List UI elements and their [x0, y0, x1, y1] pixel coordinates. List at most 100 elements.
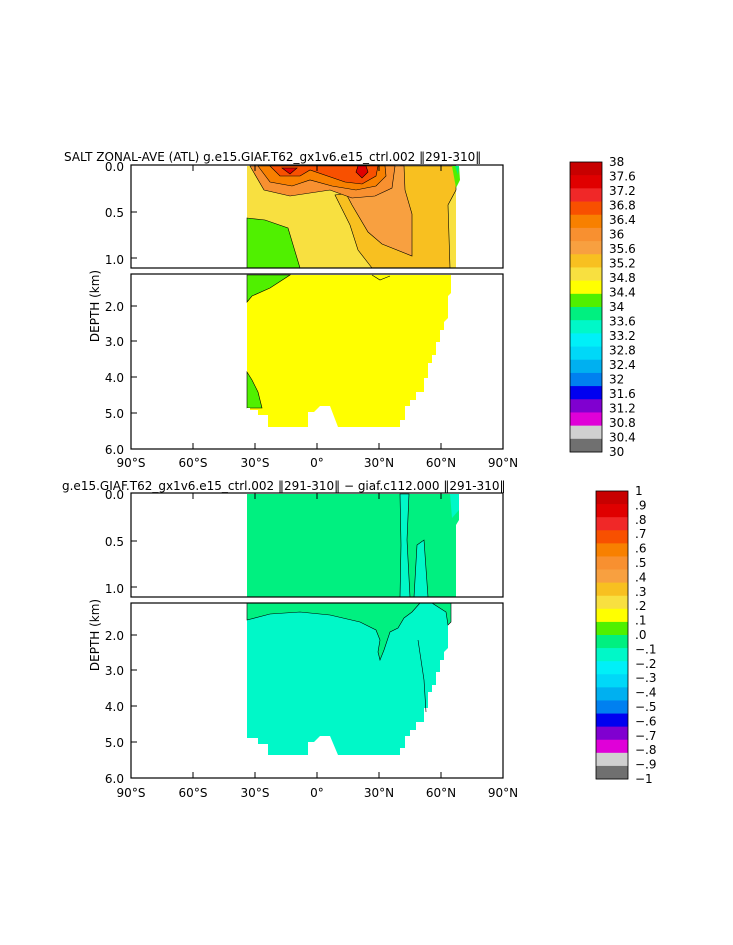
land-notch: [247, 408, 250, 418]
colorbar-label: 33.2: [609, 329, 636, 343]
colorbar-label: 35.2: [609, 257, 636, 271]
colorbar-label: −.2: [635, 657, 657, 671]
colorbar-swatch: [570, 438, 602, 453]
colorbar-swatch: [570, 425, 602, 440]
panel-difference: g.e15.GIAF.T62_gx1v6.e15_ctrl.002 ‖291-3…: [62, 479, 657, 800]
colorbar-swatch: [596, 726, 628, 741]
y-tick-label: 4.0: [105, 700, 124, 714]
colorbar-label: −.1: [635, 642, 657, 656]
colorbar-label: −.5: [635, 700, 657, 714]
colorbar-label: 38: [609, 155, 624, 169]
colorbar-swatch: [596, 752, 628, 767]
colorbar-label: 32: [609, 373, 624, 387]
colorbar-swatch: [596, 674, 628, 688]
colorbar-swatch: [570, 214, 602, 229]
colorbar-label: 32.4: [609, 358, 636, 372]
colorbar-swatch: [596, 713, 628, 728]
region-red-core-east: [355, 165, 369, 179]
colorbar-label: 36.4: [609, 213, 636, 227]
field-lower-salt: [246, 274, 451, 427]
colorbar-swatch: [596, 739, 628, 754]
colorbar-frame: [569, 161, 603, 453]
colorbar-swatch: [596, 556, 628, 570]
y-tick-label: 2.0: [105, 629, 124, 643]
x-tick-label: 30°S: [241, 456, 270, 470]
colorbar-swatch: [570, 346, 602, 361]
colorbar-swatch: [596, 543, 628, 557]
colorbar-frame: [595, 490, 629, 780]
colorbar-label: 36.8: [609, 199, 636, 213]
colorbar-swatch: [570, 162, 602, 176]
colorbar-swatch: [596, 687, 628, 701]
x-tick-label: 60°N: [426, 786, 456, 800]
y-tick-label: 1.0: [105, 582, 124, 596]
colorbar-label: −.4: [635, 686, 657, 700]
colorbar-swatch: [570, 399, 602, 413]
colorbar-swatch: [596, 504, 628, 518]
colorbar-label: −.7: [635, 729, 657, 743]
colorbar-label: .4: [635, 570, 646, 584]
colorbar-swatch: [596, 595, 628, 610]
x-tick-label: 90°S: [117, 456, 146, 470]
y-tick-label: 6.0: [105, 772, 124, 786]
y-tick-label: 5.0: [105, 736, 124, 750]
colorbar-label: 30.8: [609, 416, 636, 430]
x-tick-label: 60°N: [426, 456, 456, 470]
field-upper-diff: [247, 493, 503, 598]
x-tick-label: 0°: [310, 786, 324, 800]
colorbar-swatch: [596, 648, 628, 662]
colorbar-label: 32.8: [609, 344, 636, 358]
colorbar-label: .7: [635, 527, 646, 541]
x-tick-label: 0°: [310, 456, 324, 470]
colorbar-swatch: [596, 621, 628, 636]
y-axis-label: DEPTH (km): [88, 599, 102, 671]
y-tick-label: 6.0: [105, 443, 124, 457]
colorbar-swatch: [570, 372, 602, 387]
colorbar-swatch: [596, 608, 628, 623]
region-red-core-west: [281, 167, 298, 175]
x-tick-label: 90°S: [117, 786, 146, 800]
colorbar-swatch: [596, 635, 628, 649]
colorbar-swatch: [596, 765, 628, 780]
panel-salt: SALT ZONAL-AVE (ATL) g.e15.GIAF.T62_gx1v…: [64, 150, 636, 470]
y-tick-label: 0.0: [105, 160, 124, 174]
colorbar-swatch: [570, 175, 602, 189]
colorbar-label: .0: [635, 628, 646, 642]
colorbar-swatch: [596, 569, 628, 584]
x-tick-label: 90°N: [488, 786, 518, 800]
region-yellow-deep: [247, 275, 451, 427]
colorbar-label: .8: [635, 513, 646, 527]
colorbar-label: .2: [635, 599, 646, 613]
colorbar-swatch: [570, 359, 602, 374]
colorbar-swatch: [570, 254, 602, 268]
y-axis-label: DEPTH (km): [88, 270, 102, 342]
tick-marks: [131, 165, 442, 449]
region-cyan-north: [450, 494, 459, 518]
region-green-south: [246, 217, 301, 269]
x-tick-label: 90°N: [488, 456, 518, 470]
colorbar-swatch: [596, 530, 628, 544]
region-green-deep-south: [246, 370, 263, 409]
colorbar-label: 31.2: [609, 402, 636, 416]
colorbar-difference: 1.9.8.7.6.5.4.3.2.1.0−.1−.2−.3−.4−.5−.6−…: [595, 484, 657, 786]
y-tick-label: 0.5: [105, 535, 124, 549]
colorbar-label: 34.4: [609, 286, 636, 300]
colorbar-label: 34: [609, 300, 624, 314]
colorbar-label: 35.6: [609, 242, 636, 256]
region-green-upper-south: [246, 274, 292, 303]
colorbar-label: 33.6: [609, 315, 636, 329]
y-tick-label: 3.0: [105, 664, 124, 678]
colorbar-label: 30: [609, 445, 624, 459]
colorbar-label: 1: [635, 484, 643, 498]
colorbar-label: .1: [635, 614, 646, 628]
colorbar-swatch: [596, 661, 628, 675]
colorbar-swatch: [596, 491, 628, 505]
colorbar-label: .3: [635, 585, 646, 599]
colorbar-label: .5: [635, 556, 646, 570]
y-tick-label: 4.0: [105, 371, 124, 385]
colorbar-label: 30.4: [609, 431, 636, 445]
colorbar-label: 36: [609, 228, 624, 242]
region-green-deep: [246, 602, 421, 661]
colorbar-swatch: [570, 267, 602, 282]
y-tick-label: 0.5: [105, 206, 124, 220]
